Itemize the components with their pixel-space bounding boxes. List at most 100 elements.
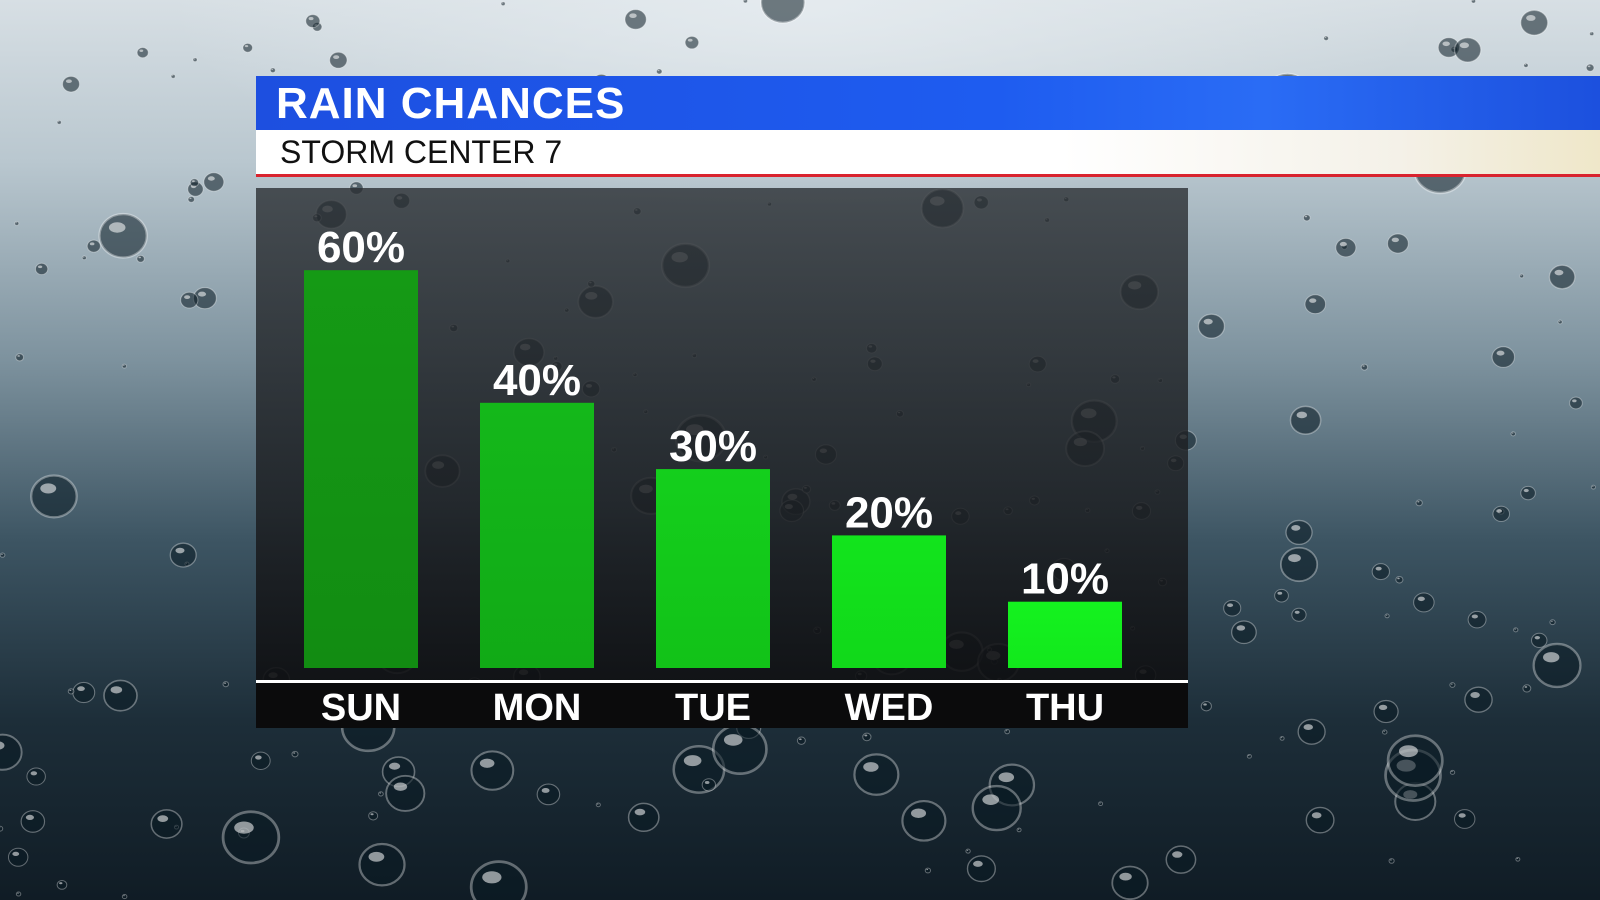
raindrop xyxy=(26,767,46,786)
raindrop xyxy=(378,791,384,797)
bar-mon xyxy=(480,402,594,668)
category-label-wed: WED xyxy=(845,687,934,728)
raindrop xyxy=(742,0,748,4)
raindrop xyxy=(624,9,647,30)
station-name: STORM CENTER 7 xyxy=(280,134,563,170)
raindrop xyxy=(1585,63,1595,72)
raindrop xyxy=(1569,396,1583,410)
raindrop xyxy=(595,802,601,808)
raindrop xyxy=(901,799,947,842)
value-label-sun: 60% xyxy=(317,223,405,272)
raindrop xyxy=(1519,273,1525,279)
raindrop xyxy=(1285,519,1313,546)
bar-thu xyxy=(1008,601,1122,668)
raindrop xyxy=(1470,0,1477,4)
category-label-tue: TUE xyxy=(675,687,751,728)
raindrop xyxy=(98,212,148,259)
raindrop xyxy=(305,14,321,28)
raindrop xyxy=(1289,405,1322,435)
raindrop xyxy=(1464,686,1493,713)
raindrop xyxy=(358,842,406,887)
raindrop xyxy=(862,732,872,742)
raindrop xyxy=(56,879,68,890)
raindrop xyxy=(1449,769,1456,775)
raindrop xyxy=(1395,575,1404,584)
raindrop xyxy=(1279,546,1319,583)
raindrop xyxy=(1165,845,1197,874)
raindrop xyxy=(470,750,515,791)
raindrop xyxy=(1549,619,1556,626)
raindrop xyxy=(329,51,348,69)
raindrop xyxy=(1548,264,1576,290)
raindrop xyxy=(0,825,4,832)
raindrop xyxy=(222,681,230,688)
bar-sun xyxy=(304,270,418,668)
raindrop xyxy=(1016,827,1022,833)
raindrop xyxy=(15,891,22,897)
subtitle-bar: STORM CENTER 7 xyxy=(256,130,1600,177)
raindrop xyxy=(1522,684,1532,693)
raindrop xyxy=(711,723,768,775)
bar-chart: 60% SUN 40% MON 30% TUE 20% WED 10% THU xyxy=(256,223,1188,728)
raindrop xyxy=(136,254,145,263)
raindrop xyxy=(67,688,75,695)
title-banner: RAIN CHANCES xyxy=(256,76,1600,130)
raindrop xyxy=(500,1,506,7)
raindrop xyxy=(34,262,49,276)
raindrop xyxy=(1231,620,1257,645)
raindrop xyxy=(385,774,426,812)
raindrop xyxy=(1520,485,1536,501)
raindrop xyxy=(1557,319,1563,325)
raindrop xyxy=(1111,865,1149,900)
raindrop xyxy=(291,750,299,758)
raindrop xyxy=(1246,753,1252,759)
value-label-mon: 40% xyxy=(493,356,581,405)
raindrop xyxy=(1437,37,1460,58)
raindrop xyxy=(1335,237,1357,258)
raindrop xyxy=(796,736,806,745)
raindrop xyxy=(221,810,281,865)
raindrop xyxy=(250,751,271,770)
raindrop xyxy=(242,42,254,53)
raindrop xyxy=(1388,858,1395,864)
raindrop xyxy=(1305,806,1335,834)
raindrop xyxy=(180,291,199,309)
raindrop xyxy=(1453,809,1476,829)
raindrop xyxy=(1304,294,1327,315)
raindrop xyxy=(15,353,25,362)
raindrop xyxy=(1297,718,1326,745)
raindrop xyxy=(759,0,806,24)
chart-panel: 60% SUN 40% MON 30% TUE 20% WED 10% THU xyxy=(256,188,1188,728)
x-axis-line xyxy=(256,680,1188,683)
raindrop xyxy=(1520,9,1549,36)
raindrop xyxy=(1415,499,1423,507)
raindrop xyxy=(1467,610,1487,629)
raindrop xyxy=(189,178,200,187)
raindrop xyxy=(1386,233,1409,254)
raindrop xyxy=(1513,627,1519,633)
bar-tue xyxy=(656,469,770,668)
raindrop xyxy=(924,867,932,874)
raindrop xyxy=(1590,484,1596,490)
raindrop xyxy=(1323,35,1329,41)
raindrop xyxy=(1274,588,1289,603)
raindrop xyxy=(971,784,1022,832)
raindrop xyxy=(1449,682,1456,688)
raindrop xyxy=(701,778,716,792)
raindrop xyxy=(56,120,62,125)
raindrop xyxy=(627,802,660,833)
value-label-thu: 10% xyxy=(1021,555,1109,604)
raindrop xyxy=(1589,31,1595,37)
raindrop xyxy=(1531,632,1548,648)
raindrop xyxy=(1382,729,1388,735)
raindrop xyxy=(7,847,29,867)
raindrop xyxy=(269,67,276,74)
raindrop xyxy=(1491,346,1516,368)
category-label-thu: THU xyxy=(1026,687,1104,728)
raindrop xyxy=(1223,599,1242,617)
raindrop xyxy=(0,733,23,771)
category-label-mon: MON xyxy=(493,687,582,728)
raindrop xyxy=(0,552,6,558)
raindrop xyxy=(62,75,81,93)
chart-title: RAIN CHANCES xyxy=(276,79,626,128)
